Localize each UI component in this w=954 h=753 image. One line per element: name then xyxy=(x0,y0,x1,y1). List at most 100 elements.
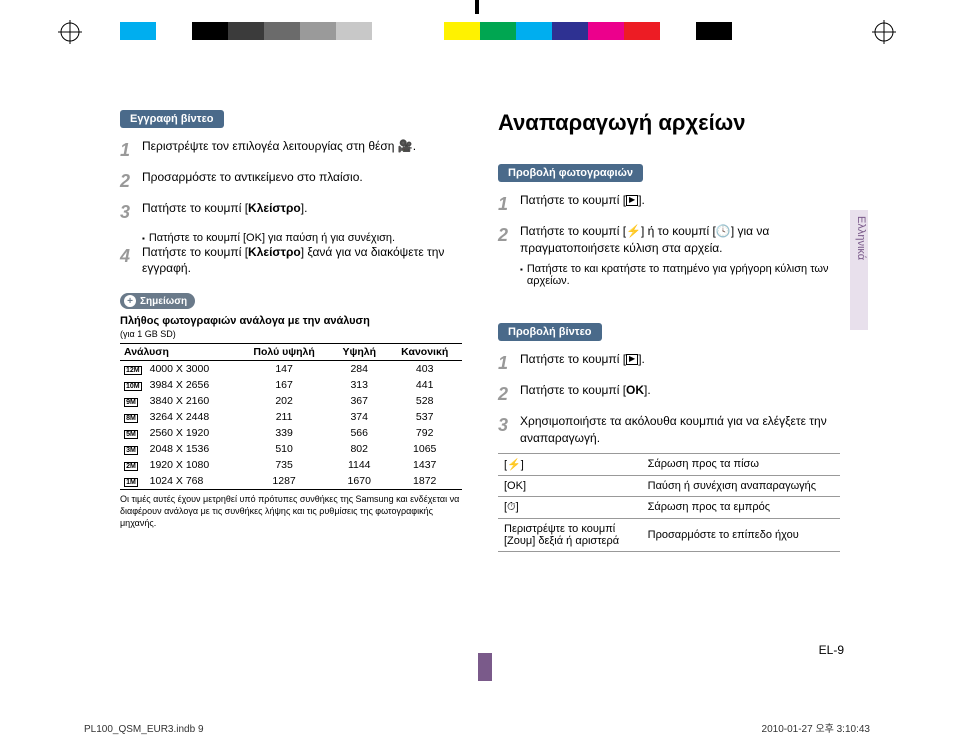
text: ]. xyxy=(301,201,308,215)
control-key: Περιστρέψτε το κουμπί [Ζουμ] δεξιά ή αρι… xyxy=(498,518,642,551)
cell: 339 xyxy=(237,425,331,441)
resolution-badge: 2M xyxy=(124,462,138,471)
table-row: 12M4000 X 3000147284403 xyxy=(120,361,462,378)
color-swatch xyxy=(696,22,732,40)
registration-mark-tr xyxy=(872,20,896,44)
page-number: EL-9 xyxy=(819,643,844,657)
footer-filename: PL100_QSM_EUR3.indb 9 xyxy=(84,724,204,735)
control-key: [OK] xyxy=(498,475,642,496)
step: 4 Πατήστε το κουμπί [Κλείστρο] ξανά για … xyxy=(120,244,462,278)
step-text: Πατήστε το κουμπί [▶]. xyxy=(520,351,840,376)
table-row: 8M3264 X 2448211374537 xyxy=(120,409,462,425)
res-badge-cell: 10M xyxy=(120,377,146,393)
step-text: Περιστρέψτε τον επιλογέα λειτουργίας στη… xyxy=(142,138,462,163)
cell: 1287 xyxy=(237,473,331,490)
color-swatch xyxy=(624,22,660,40)
step-text: Πατήστε το κουμπί [Κλείστρο] ξανά για να… xyxy=(142,244,462,278)
step-text: Πατήστε το κουμπί [▶]. xyxy=(520,192,840,217)
control-key: [⏱] xyxy=(498,496,642,518)
note-tag: + Σημείωση xyxy=(120,293,195,309)
cell: 1872 xyxy=(387,473,462,490)
color-swatch xyxy=(156,22,192,40)
step: 3 Χρησιμοποιήστε τα ακόλουθα κουμπιά για… xyxy=(498,413,840,447)
table-row: 2M1920 X 108073511441437 xyxy=(120,457,462,473)
table-subtitle: (για 1 GB SD) xyxy=(120,329,462,339)
cell: 528 xyxy=(387,393,462,409)
video-mode-icon: 🎥 xyxy=(398,139,413,153)
table-row: [⏱]Σάρωση προς τα εμπρός xyxy=(498,496,840,518)
control-desc: Προσαρμόστε το επίπεδο ήχου xyxy=(642,518,840,551)
color-swatch xyxy=(300,22,336,40)
step: 2 Προσαρμόστε το αντικείμενο στο πλαίσιο… xyxy=(120,169,462,194)
flash-icon: ⚡ xyxy=(626,224,641,238)
step-text: Προσαρμόστε το αντικείμενο στο πλαίσιο. xyxy=(142,169,462,194)
text: Πατήστε το κουμπί [ xyxy=(520,352,626,366)
cell: 1144 xyxy=(331,457,387,473)
left-column: Εγγραφή βίντεο 1 Περιστρέψτε τον επιλογέ… xyxy=(120,110,462,552)
color-swatch xyxy=(588,22,624,40)
cell: 510 xyxy=(237,441,331,457)
step-number: 1 xyxy=(120,138,142,163)
color-swatch xyxy=(264,22,300,40)
color-swatch xyxy=(732,22,768,40)
text: Πατήστε το κουμπί [ xyxy=(142,201,248,215)
page-content: Εγγραφή βίντεο 1 Περιστρέψτε τον επιλογέ… xyxy=(120,110,840,552)
crop-mark-top xyxy=(475,0,479,14)
step-number: 3 xyxy=(498,413,520,447)
color-swatch xyxy=(336,22,372,40)
playback-icon: ▶ xyxy=(626,195,638,206)
section-tag-view-photos: Προβολή φωτογραφιών xyxy=(498,164,643,182)
cell: 367 xyxy=(331,393,387,409)
res-value: 1920 X 1080 xyxy=(146,457,237,473)
step-number: 2 xyxy=(498,382,520,407)
step-number: 2 xyxy=(498,223,520,257)
text: Πατήστε το κουμπί [OK] για παύση ή για σ… xyxy=(149,232,395,244)
table-row: 9M3840 X 2160202367528 xyxy=(120,393,462,409)
timer-icon: 🕓 xyxy=(716,224,731,238)
cell: 792 xyxy=(387,425,462,441)
text: Πατήστε το κουμπί [ xyxy=(520,224,626,238)
shutter-label: Κλείστρο xyxy=(248,245,301,259)
language-tab: Ελληνικά xyxy=(850,210,868,330)
color-swatch xyxy=(516,22,552,40)
table-row: [⚡]Σάρωση προς τα πίσω xyxy=(498,453,840,475)
res-value: 1024 X 768 xyxy=(146,473,237,490)
text: Πατήστε το κουμπί [ xyxy=(520,193,626,207)
cell: 202 xyxy=(237,393,331,409)
res-badge-cell: 5M xyxy=(120,425,146,441)
table-row: 5M2560 X 1920339566792 xyxy=(120,425,462,441)
th-normal: Κανονική xyxy=(387,344,462,361)
table-row: [OK]Παύση ή συνέχιση αναπαραγωγής xyxy=(498,475,840,496)
table-footnote: Οι τιμές αυτές έχουν μετρηθεί υπό πρότυπ… xyxy=(120,494,462,529)
res-badge-cell: 9M xyxy=(120,393,146,409)
resolution-badge: 5M xyxy=(124,430,138,439)
cell: 147 xyxy=(237,361,331,378)
note-plus-icon: + xyxy=(124,295,136,307)
page-title: Αναπαραγωγή αρχείων xyxy=(498,110,840,136)
ok-label: OK xyxy=(626,383,644,397)
step: 1 Περιστρέψτε τον επιλογέα λειτουργίας σ… xyxy=(120,138,462,163)
color-swatch xyxy=(480,22,516,40)
step: 2 Πατήστε το κουμπί [OK]. xyxy=(498,382,840,407)
step: 3 Πατήστε το κουμπί [Κλείστρο]. xyxy=(120,200,462,225)
color-swatch xyxy=(228,22,264,40)
res-value: 2048 X 1536 xyxy=(146,441,237,457)
table-row: 3M2048 X 15365108021065 xyxy=(120,441,462,457)
color-swatch xyxy=(372,22,408,40)
control-desc: Σάρωση προς τα πίσω xyxy=(642,453,840,475)
table-row: Περιστρέψτε το κουμπί [Ζουμ] δεξιά ή αρι… xyxy=(498,518,840,551)
resolution-badge: 1M xyxy=(124,478,138,487)
cell: 374 xyxy=(331,409,387,425)
resolution-badge: 3M xyxy=(124,446,138,455)
resolution-badge: 12M xyxy=(124,366,142,375)
step-number: 2 xyxy=(120,169,142,194)
cell: 566 xyxy=(331,425,387,441)
text: ] ή το κουμπί [ xyxy=(641,224,716,238)
text: Περιστρέψτε τον επιλογέα λειτουργίας στη… xyxy=(142,139,398,153)
cell: 1065 xyxy=(387,441,462,457)
control-desc: Παύση ή συνέχιση αναπαραγωγής xyxy=(642,475,840,496)
cell: 1670 xyxy=(331,473,387,490)
res-badge-cell: 8M xyxy=(120,409,146,425)
step-text: Πατήστε το κουμπί [OK]. xyxy=(520,382,840,407)
step: 1 Πατήστε το κουμπί [▶]. xyxy=(498,351,840,376)
